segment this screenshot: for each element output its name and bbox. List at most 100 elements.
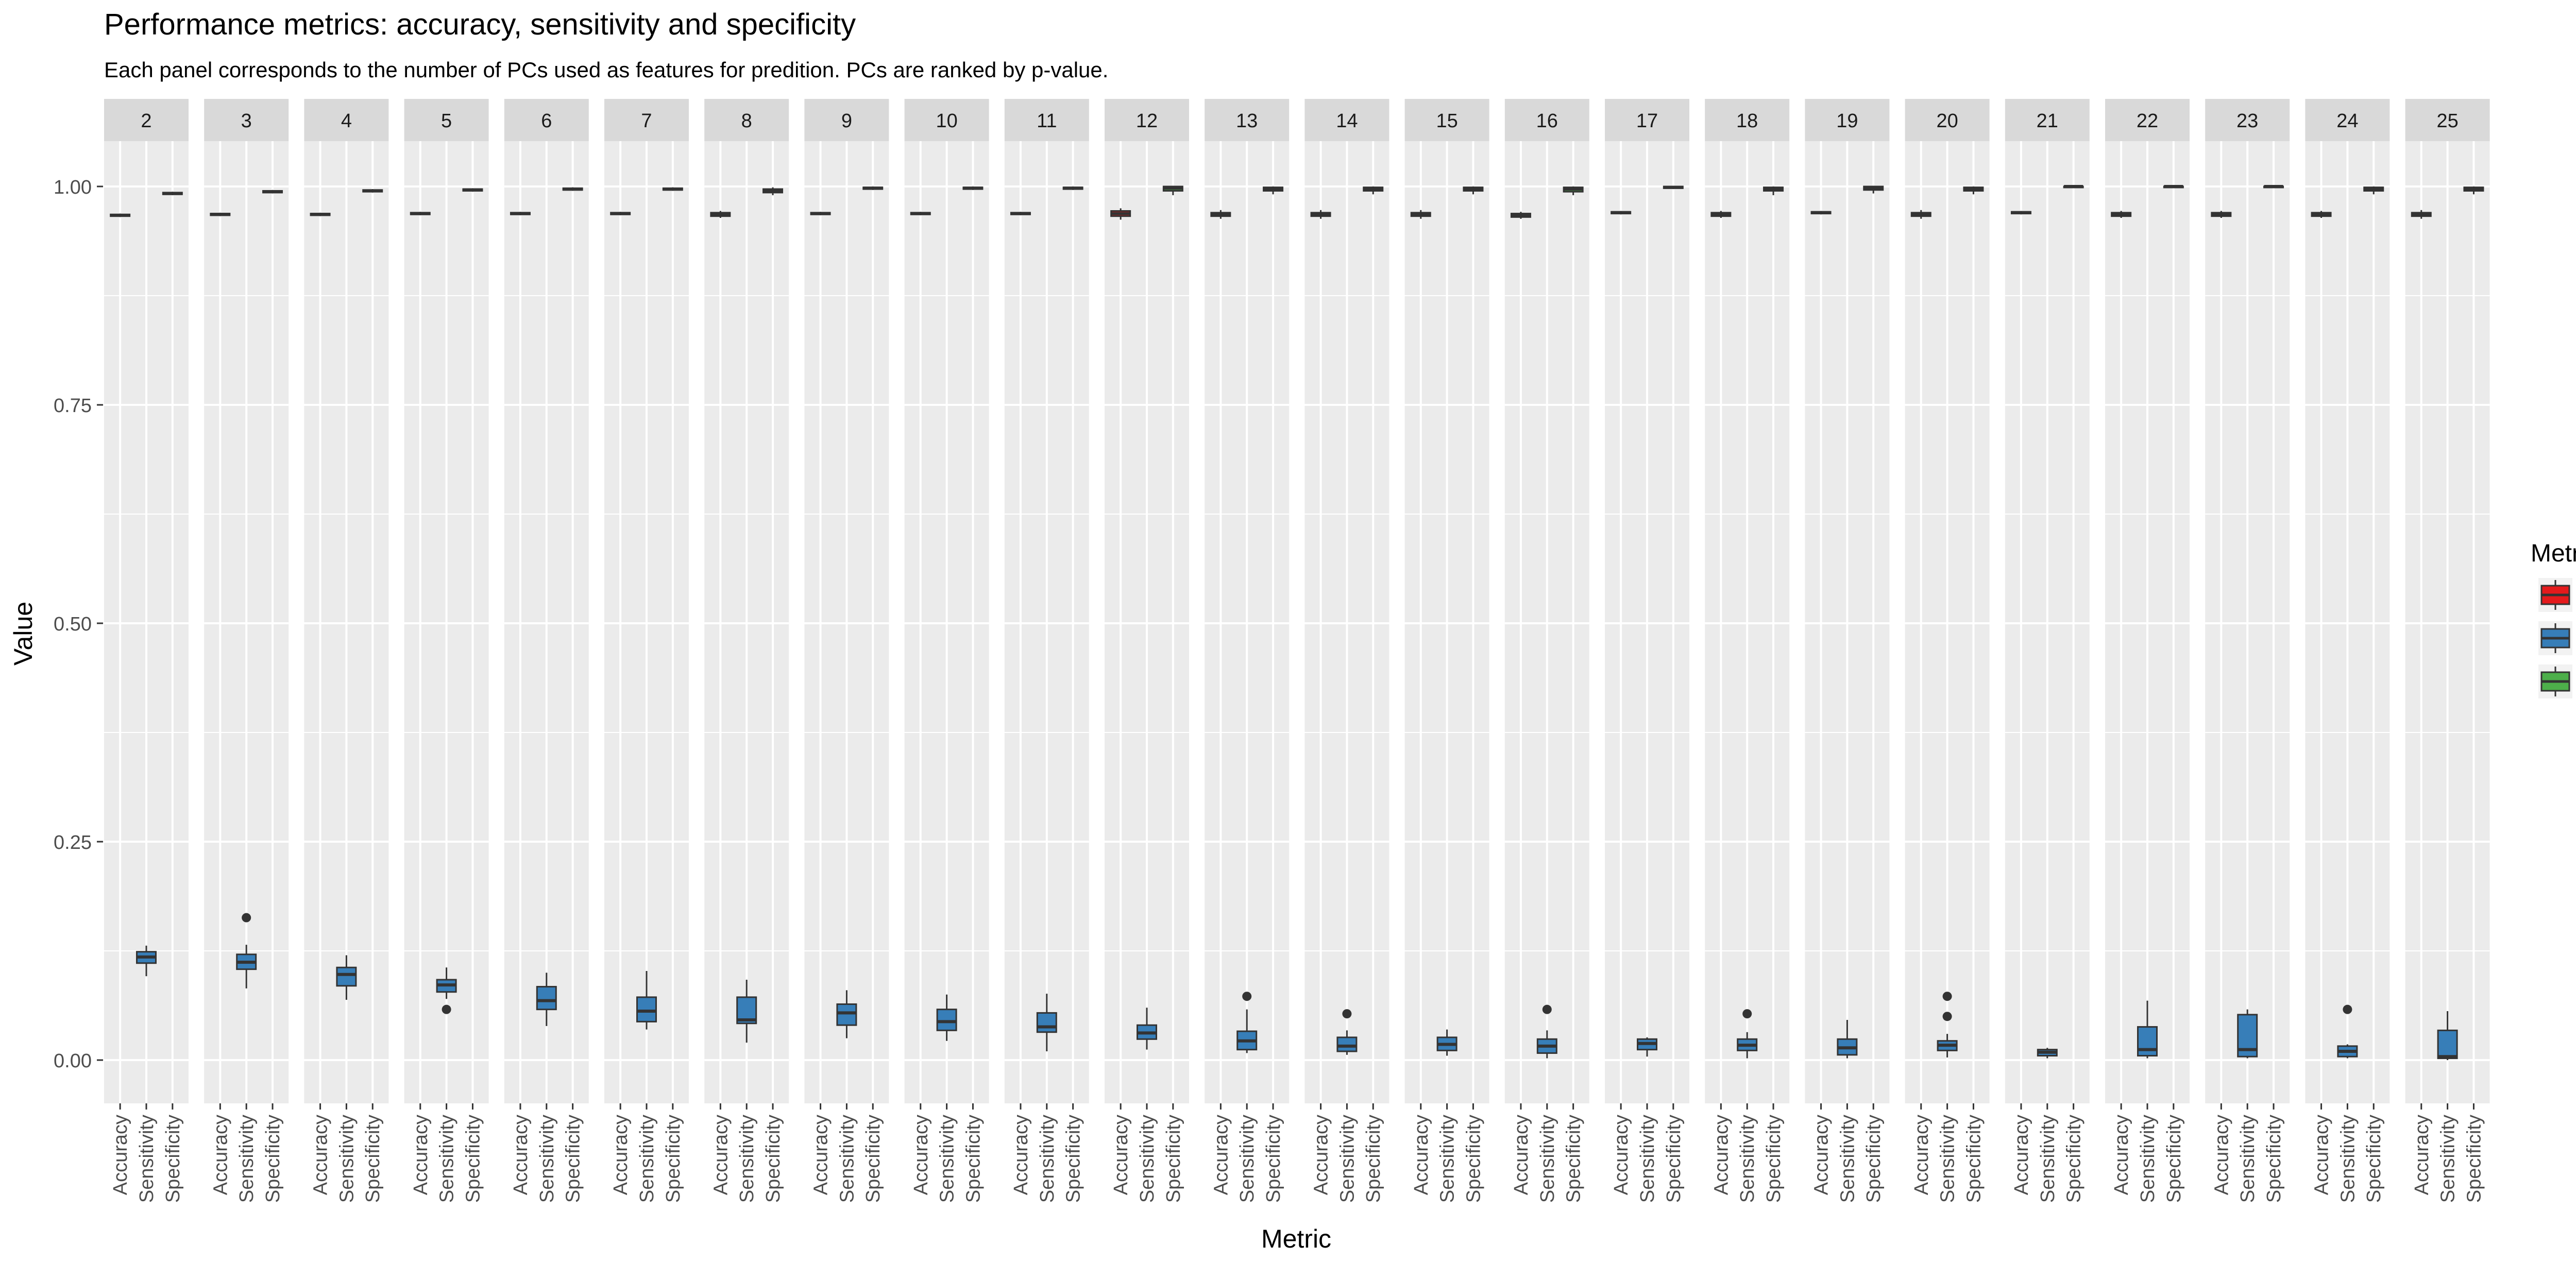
x-tick-label: Sensitivity [2437,1115,2459,1203]
box-body [936,1009,957,1031]
x-tick-label: Accuracy [910,1115,932,1195]
facet-panel-23: 23 Accuracy Sensitivity Specificity [2205,99,2290,1203]
x-tick-label: Specificity [1363,1115,1384,1203]
facet-panel-13: 13 Accuracy Sensitivity Specificity [1205,99,1290,1203]
x-tick-label: Sensitivity [1637,1115,1658,1203]
x-tick-label: Accuracy [110,1115,131,1195]
x-tick-label: Accuracy [1811,1115,1833,1195]
facet-strip-label: 7 [641,110,652,132]
x-tick-label: Sensitivity [336,1115,358,1203]
y-tick-label: 0.50 [54,613,92,635]
x-tick-label: Sensitivity [2237,1115,2259,1203]
facet-strip [604,99,689,141]
x-tick-label: Sensitivity [236,1115,258,1203]
box-sensitivity [836,990,857,1038]
x-tick-label: Sensitivity [736,1115,758,1203]
facet-strip [1605,99,1689,141]
y-tick-label: 1.00 [54,177,92,198]
facet-strip-label: 8 [741,110,752,132]
facet-strip-label: 17 [1636,110,1658,132]
facet-strip [2205,99,2290,141]
x-tick-label: Sensitivity [1837,1115,1858,1203]
x-tick-label: Sensitivity [2037,1115,2059,1203]
x-tick-label: Accuracy [1311,1115,1332,1195]
facet-panel-20: 20 Accuracy Sensitivity Specificity [1905,99,1990,1203]
x-tick-label: Specificity [362,1115,384,1203]
x-tick-label: Specificity [2363,1115,2385,1203]
x-tick-label: Sensitivity [1137,1115,1158,1203]
x-tick-label: Specificity [462,1115,484,1203]
x-tick-label: Sensitivity [1437,1115,1459,1203]
legend-entry-specificity: Specificity [2538,664,2572,698]
y-tick-label: 0.00 [54,1050,92,1072]
x-tick-label: Sensitivity [636,1115,658,1203]
facet-strip [904,99,989,141]
box-specificity [2363,186,2384,195]
box-accuracy [2411,210,2432,219]
box-sensitivity [236,913,257,988]
x-tick-label: Sensitivity [436,1115,458,1203]
x-tick-label: Sensitivity [2337,1115,2359,1203]
facet-strip [404,99,489,141]
x-tick-label: Accuracy [810,1115,832,1195]
x-tick-label: Sensitivity [1336,1115,1358,1203]
y-tick-label: 0.25 [54,832,92,854]
facet-panel-6: 6 Accuracy Sensitivity Specificity [504,99,589,1203]
x-tick-label: Accuracy [1411,1115,1432,1195]
box-body [1336,1036,1358,1052]
facet-panel-9: 9 Accuracy Sensitivity Specificity [804,99,889,1203]
box-outlier [242,913,251,923]
box-sensitivity [936,994,957,1041]
box-specificity [1263,186,1284,195]
box-accuracy [910,212,931,215]
facet-strip-label: 18 [1736,110,1758,132]
legend-entry-sensitivity: Sensitivity [2538,621,2572,655]
facet-strip-label: 3 [241,110,252,132]
x-tick-label: Sensitivity [836,1115,858,1203]
facet-strip-label: 12 [1136,110,1158,132]
box-accuracy [1810,211,1832,215]
facet-strip [2105,99,2190,141]
facet-strip [204,99,289,141]
box-accuracy [2211,211,2232,218]
facet-panel-3: 3 Accuracy Sensitivity Specificity [204,99,289,1203]
box-specificity [962,186,984,190]
box-accuracy [1710,211,1732,218]
x-tick-label: Accuracy [1010,1115,1032,1195]
box-sensitivity [336,955,357,1000]
facet-panel-12: 12 Accuracy Sensitivity Specificity [1105,99,1189,1203]
facet-panel-21: 21 Accuracy Sensitivity Specificity [2005,99,2090,1203]
facet-strip-label: 9 [841,110,852,132]
facet-panel-19: 19 Accuracy Sensitivity Specificity [1805,99,1890,1203]
box-accuracy [2010,211,2031,215]
x-tick-label: Sensitivity [937,1115,958,1203]
x-tick-label: Specificity [2163,1115,2185,1203]
facet-strip [304,99,389,141]
box-specificity [862,186,884,190]
box-outlier [1942,992,1952,1001]
facet-panel-10: 10 Accuracy Sensitivity Specificity [904,99,989,1203]
facet-strip-label: 16 [1536,110,1558,132]
x-tick-label: Specificity [1663,1115,1685,1203]
box-outlier [1942,1012,1952,1021]
box-body [536,986,557,1011]
x-tick-label: Sensitivity [1737,1115,1758,1203]
box-accuracy [2311,211,2332,218]
facet-strip-label: 21 [2037,110,2058,132]
legend-entries: Accuracy Sensitivity Specificity [2538,578,2572,698]
box-sensitivity [1336,1009,1358,1055]
facet-strip-label: 24 [2336,110,2358,132]
x-tick-label: Sensitivity [1537,1115,1558,1203]
facet-strip [2305,99,2390,141]
box-sensitivity [1937,992,1958,1058]
x-axis-title: Metric [1261,1224,1331,1253]
box-specificity [1963,186,1984,195]
x-tick-label: Accuracy [2011,1115,2032,1195]
box-specificity [1463,186,1484,195]
facet-panel-17: 17 Accuracy Sensitivity Specificity [1605,99,1689,1203]
legend: Metric Accuracy Sensitivity Specificity [2531,540,2576,698]
box-specificity [1162,185,1183,195]
facet-strip-label: 11 [1037,110,1057,132]
x-tick-label: Specificity [1163,1115,1184,1203]
